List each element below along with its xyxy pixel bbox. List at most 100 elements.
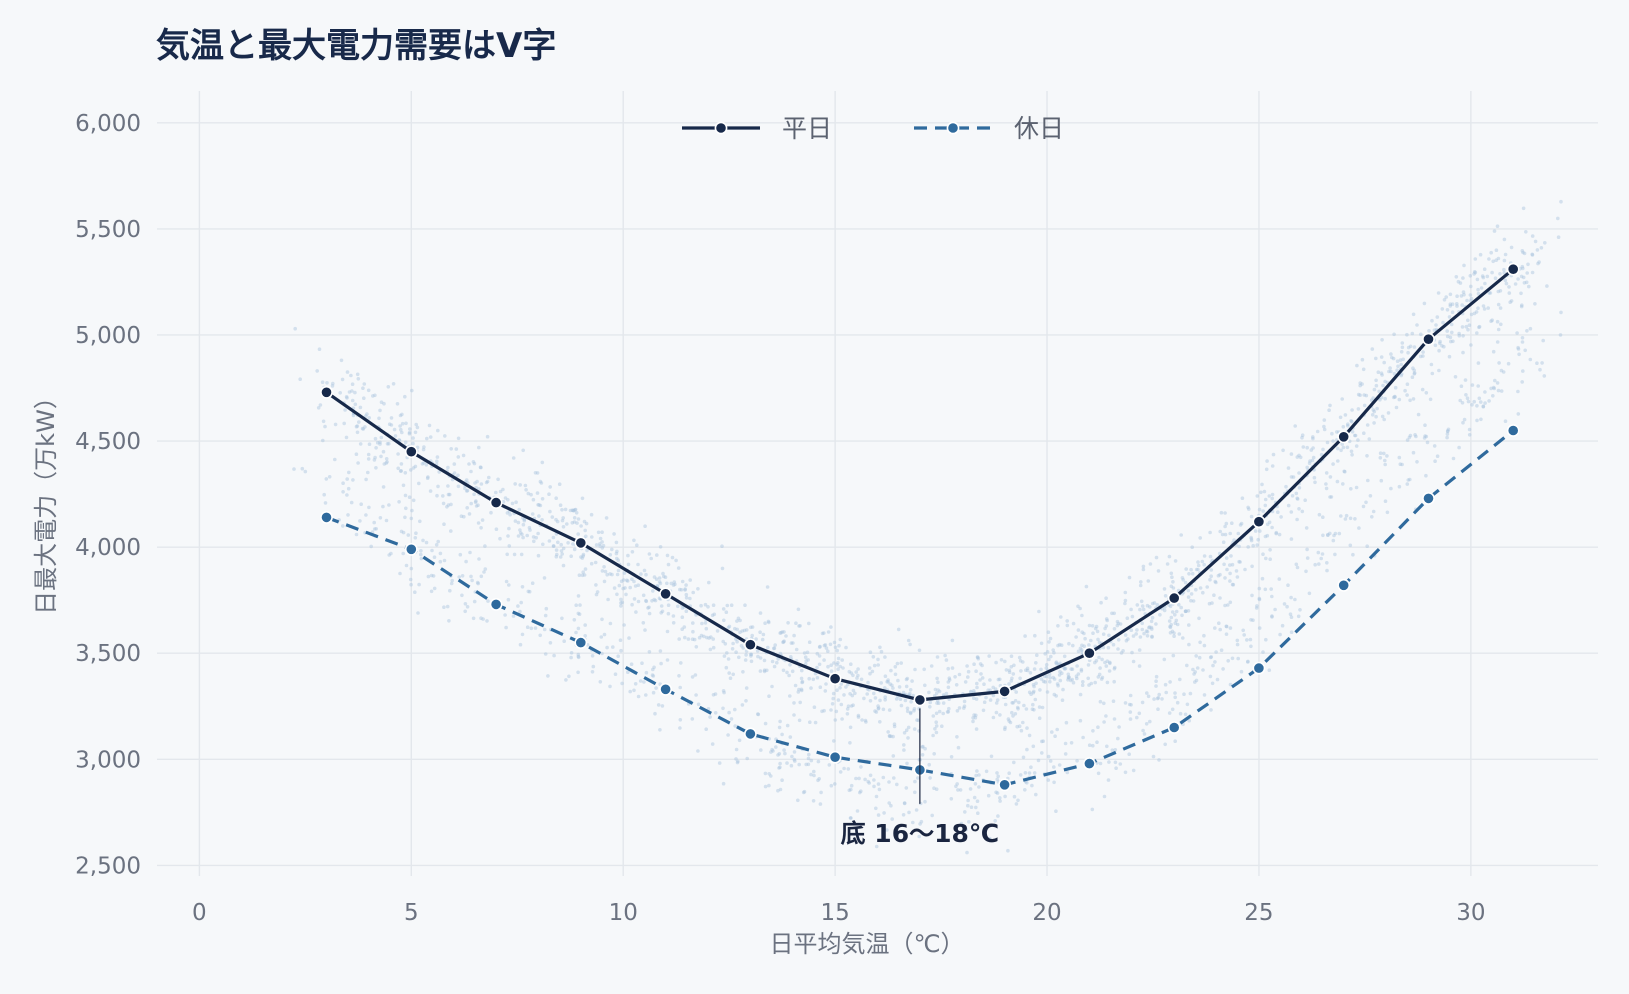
observation-point — [1535, 361, 1539, 366]
observation-point — [899, 703, 904, 708]
observation-point — [904, 728, 909, 732]
observation-point — [404, 506, 408, 511]
observation-point — [949, 755, 954, 759]
observation-point — [1205, 585, 1209, 589]
observation-point — [888, 682, 892, 686]
observation-point — [780, 630, 785, 634]
observation-point — [1210, 601, 1214, 605]
observation-point — [374, 466, 378, 470]
observation-point — [934, 724, 939, 728]
observation-point — [1113, 748, 1118, 752]
observation-point — [372, 527, 377, 531]
observation-point — [1060, 698, 1065, 702]
observation-point — [1099, 600, 1103, 605]
observation-point — [1461, 420, 1465, 425]
observation-point — [829, 708, 833, 712]
observation-point — [616, 654, 620, 658]
observation-point — [931, 714, 936, 718]
observation-point — [1380, 373, 1384, 377]
observation-point — [1170, 629, 1175, 634]
observation-point — [1022, 703, 1026, 708]
observation-point — [1301, 445, 1306, 449]
observation-point — [1390, 355, 1394, 360]
observation-point — [937, 689, 942, 694]
observation-point — [1482, 307, 1487, 311]
series-point-holiday — [489, 598, 503, 611]
observation-point — [671, 614, 676, 618]
observation-point — [507, 526, 511, 531]
observation-point — [1257, 507, 1262, 512]
observation-point — [946, 666, 950, 671]
observation-point — [976, 656, 981, 661]
observation-point — [414, 531, 418, 535]
observation-point — [1189, 592, 1194, 596]
observation-point — [838, 664, 842, 669]
observation-point — [1461, 290, 1466, 294]
observation-point — [518, 642, 523, 647]
observation-point — [600, 617, 604, 622]
observation-point — [1027, 771, 1032, 775]
observation-point — [772, 646, 777, 650]
observation-point — [1100, 675, 1105, 680]
observation-point — [659, 611, 663, 615]
observation-point — [526, 589, 531, 594]
observation-point — [745, 756, 749, 761]
observation-point — [528, 528, 532, 532]
observation-point — [1249, 514, 1254, 519]
observation-point — [1520, 340, 1525, 344]
observation-point — [378, 516, 383, 520]
observation-point — [1358, 381, 1362, 385]
observation-point — [617, 583, 622, 588]
observation-point — [1385, 454, 1389, 458]
observation-point — [1496, 256, 1501, 261]
observation-point — [1477, 325, 1481, 330]
observation-point — [955, 709, 960, 713]
observation-point — [417, 582, 421, 587]
observation-point — [621, 578, 626, 582]
observation-point — [1046, 754, 1051, 759]
observation-point — [1494, 258, 1498, 263]
observation-point — [741, 670, 745, 674]
observation-point — [1425, 440, 1430, 445]
observation-point — [874, 710, 879, 714]
observation-point — [1502, 271, 1506, 275]
observation-point — [356, 377, 361, 381]
observation-point — [1130, 614, 1135, 619]
observation-point — [1129, 703, 1133, 707]
observation-point — [1260, 576, 1265, 581]
observation-point — [712, 612, 717, 617]
observation-point — [980, 676, 985, 680]
observation-point — [1065, 623, 1070, 628]
observation-point — [477, 557, 481, 561]
observation-point — [677, 674, 681, 678]
observation-point — [583, 567, 588, 571]
observation-point — [1328, 531, 1332, 536]
observation-point — [442, 605, 446, 609]
observation-point — [886, 680, 890, 684]
observation-point — [361, 386, 365, 391]
observation-point — [537, 503, 541, 507]
observation-point — [1246, 659, 1250, 664]
observation-point — [1379, 355, 1384, 359]
observation-point — [673, 582, 677, 587]
observation-point — [1102, 701, 1106, 706]
observation-point — [950, 638, 955, 643]
observation-point — [619, 648, 623, 653]
observation-point — [367, 505, 371, 510]
observation-point — [1525, 329, 1529, 333]
observation-point — [730, 647, 735, 651]
observation-point — [1504, 281, 1509, 286]
observation-point — [1230, 562, 1235, 567]
observation-point — [1412, 371, 1417, 375]
observation-point — [1419, 332, 1423, 337]
observation-point — [1154, 679, 1158, 683]
observation-point — [1201, 590, 1205, 595]
observation-point — [1246, 505, 1250, 510]
observation-point — [1079, 648, 1084, 652]
observation-point — [474, 504, 479, 508]
observation-point — [1071, 621, 1076, 626]
observation-point — [413, 430, 418, 435]
observation-point — [905, 706, 910, 711]
observation-point — [396, 466, 401, 471]
observation-point — [516, 534, 521, 538]
